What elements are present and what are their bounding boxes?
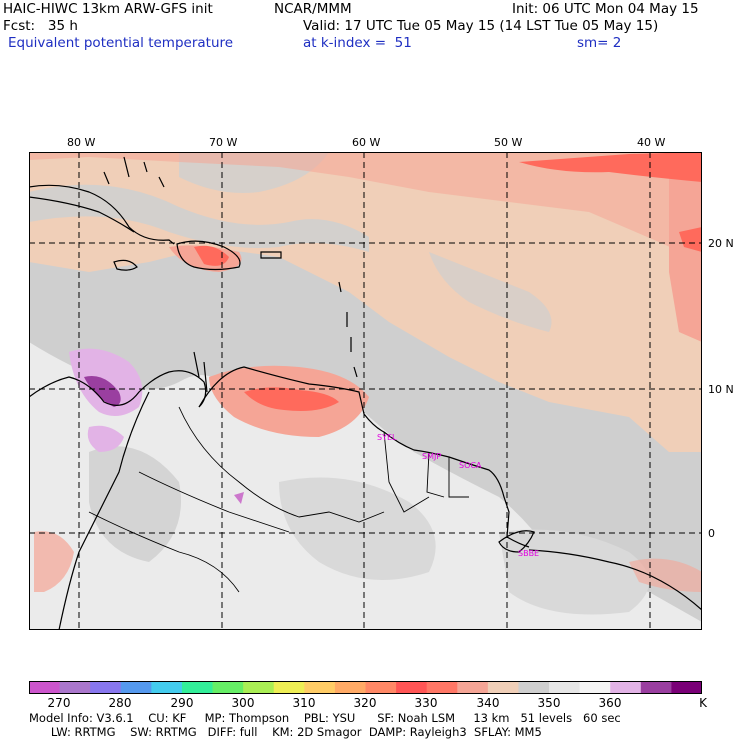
colorbar-label-330: 330 bbox=[414, 696, 438, 710]
station-soca: SOCA bbox=[459, 461, 482, 470]
border-suriname bbox=[426, 451, 445, 498]
model-title: HAIC-HIWC 13km ARW-GFS init bbox=[3, 1, 213, 17]
colorbar-cell bbox=[151, 681, 183, 694]
marajo-coast bbox=[498, 530, 535, 553]
salmon-southwest bbox=[34, 531, 74, 592]
colorbar-cell bbox=[90, 681, 122, 694]
red-east bbox=[679, 227, 702, 252]
colorbar bbox=[29, 681, 702, 694]
colorbar-cell bbox=[120, 681, 152, 694]
purple-core bbox=[84, 376, 121, 407]
colorbar-cell bbox=[29, 681, 61, 694]
smoothing: sm= 2 bbox=[577, 35, 622, 51]
colorbar-cell bbox=[457, 681, 489, 694]
magenta-spot bbox=[234, 492, 244, 504]
red-hispaniola bbox=[194, 245, 229, 266]
colorbar-cell bbox=[518, 681, 550, 694]
colorbar-unit: K bbox=[699, 696, 707, 710]
border-venezuela bbox=[178, 406, 385, 523]
colorbar-label-290: 290 bbox=[170, 696, 194, 710]
colorbar-label-310: 310 bbox=[292, 696, 316, 710]
lon-label-80w: 80 W bbox=[67, 136, 96, 149]
level-index: at k-index = 51 bbox=[303, 35, 412, 51]
gray-patch-1 bbox=[279, 477, 436, 580]
model-info-line1: Model Info: V3.6.1 CU: KF MP: Thompson P… bbox=[29, 711, 621, 725]
colorbar-cell bbox=[610, 681, 642, 694]
lat-label-20n: 20 N bbox=[708, 237, 734, 250]
borders bbox=[88, 406, 469, 593]
colorbar-cell bbox=[487, 681, 519, 694]
venezuela-guianas-coast bbox=[198, 366, 530, 548]
colorbar-label-280: 280 bbox=[108, 696, 132, 710]
border-colombia bbox=[138, 471, 290, 533]
salmon-east bbox=[669, 162, 702, 342]
station-syel: SYEL bbox=[377, 433, 397, 442]
brazil-north-coast bbox=[528, 549, 703, 611]
border-guyana bbox=[383, 431, 430, 513]
lon-label-40w: 40 W bbox=[637, 136, 666, 149]
forecast-hour: Fcst: 35 h bbox=[3, 18, 78, 34]
colorbar-cell bbox=[334, 681, 366, 694]
graticule bbox=[29, 152, 702, 630]
colorbar-cell bbox=[304, 681, 336, 694]
colorbar-cell bbox=[640, 681, 672, 694]
lat-label-10n: 10 N bbox=[708, 383, 734, 396]
field-name: Equivalent potential temperature bbox=[8, 35, 234, 51]
panama-coast bbox=[28, 370, 207, 408]
colorbar-cell bbox=[273, 681, 305, 694]
colorbar-cell bbox=[549, 681, 581, 694]
lon-label-50w: 50 W bbox=[494, 136, 523, 149]
gray-streak-1 bbox=[29, 184, 369, 252]
lon-label-60w: 60 W bbox=[352, 136, 381, 149]
lon-label-70w: 70 W bbox=[209, 136, 238, 149]
jamaica-coast bbox=[113, 259, 138, 271]
colorbar-cell bbox=[396, 681, 428, 694]
colorbar-cell bbox=[181, 681, 214, 694]
border-guiana bbox=[448, 457, 469, 498]
colorbar-label-320: 320 bbox=[353, 696, 377, 710]
model-info-line2: LW: RRTMG SW: RRTMG DIFF: full KM: 2D Sm… bbox=[29, 725, 542, 739]
lavender-colombia bbox=[87, 425, 124, 452]
gray-streak-3 bbox=[429, 252, 552, 332]
puerto-rico-coast bbox=[260, 251, 282, 259]
red-venezuela bbox=[244, 387, 339, 411]
cuba-coast bbox=[28, 184, 175, 245]
station-smjp: SMJP bbox=[422, 452, 441, 461]
lat-label-0: 0 bbox=[708, 527, 715, 540]
init-time: Init: 06 UTC Mon 04 May 15 bbox=[512, 1, 699, 17]
station-sbbe: SBBE bbox=[518, 549, 539, 558]
map-frame bbox=[29, 152, 702, 630]
colorbar-label-360: 360 bbox=[598, 696, 622, 710]
salmon-southeast bbox=[629, 558, 702, 592]
colorbar-label-340: 340 bbox=[476, 696, 500, 710]
map-panel[interactable]: SYEL SMJP SOCA SBBE bbox=[28, 152, 703, 631]
colorbar-frame bbox=[29, 681, 702, 694]
theta-e-map: SYEL SMJP SOCA SBBE bbox=[28, 152, 703, 631]
colorbar-cell bbox=[59, 681, 91, 694]
lesser-antilles bbox=[338, 281, 358, 378]
colorbar-cell bbox=[365, 681, 397, 694]
red-north bbox=[519, 152, 702, 182]
salmon-north bbox=[29, 152, 702, 262]
colorbar-cell bbox=[212, 681, 244, 694]
colorbar-cell bbox=[243, 681, 275, 694]
valid-time: Valid: 17 UTC Tue 05 May 15 (14 LST Tue … bbox=[303, 18, 659, 34]
colorbar-cell bbox=[426, 681, 458, 694]
colorbar-cell bbox=[671, 681, 702, 694]
organization: NCAR/MMM bbox=[274, 1, 352, 17]
border-peru bbox=[88, 511, 240, 593]
colorbar-label-300: 300 bbox=[231, 696, 255, 710]
colorbar-cell bbox=[579, 681, 611, 694]
pacific-coast bbox=[58, 391, 150, 631]
colorbar-label-270: 270 bbox=[47, 696, 71, 710]
colorbar-label-350: 350 bbox=[537, 696, 561, 710]
